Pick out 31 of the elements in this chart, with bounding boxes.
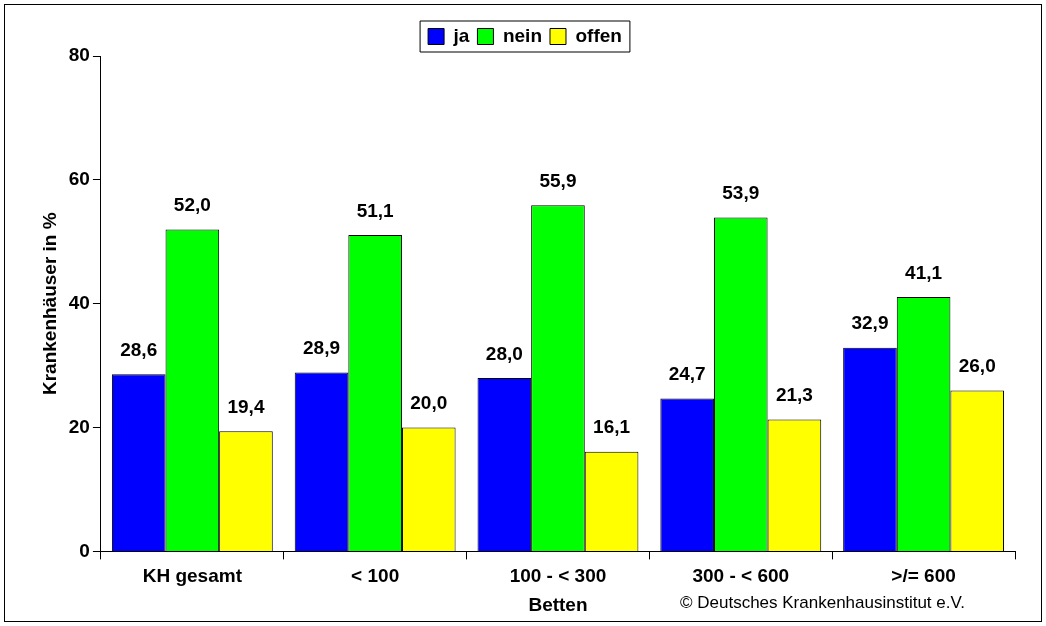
y-tick-label: 60: [68, 168, 90, 190]
legend-label: nein: [502, 24, 542, 46]
y-tick-label: 80: [68, 44, 90, 66]
data-label: 52,0: [173, 194, 211, 216]
y-tick-label: 40: [68, 291, 90, 313]
data-label: 26,0: [958, 355, 996, 377]
data-label: 16,1: [593, 416, 631, 438]
data-label: 20,0: [410, 392, 448, 414]
legend-label: offen: [575, 24, 622, 46]
data-label: 55,9: [539, 169, 577, 191]
x-tick-label: 300 - < 600: [692, 565, 790, 587]
data-label: 19,4: [227, 396, 265, 417]
x-tick-label: < 100: [351, 565, 400, 587]
x-tick-label: KH gesamt: [142, 565, 243, 587]
data-label: 24,7: [668, 363, 706, 385]
data-label: 51,1: [356, 199, 395, 221]
x-axis-title: Betten: [528, 593, 588, 615]
data-label: 28,6: [120, 339, 158, 361]
y-tick-label: 20: [68, 415, 90, 437]
data-label: 41,1: [905, 261, 943, 283]
text: © Deutsches Krankenhausinstitut e.V.: [679, 593, 965, 612]
data-label: 53,9: [722, 182, 760, 204]
x-tick-label: >/= 600: [891, 565, 956, 587]
legend-label: ja: [452, 24, 470, 46]
data-label: 21,3: [775, 384, 813, 406]
data-label: 28,0: [485, 342, 523, 364]
data-label: 28,9: [303, 337, 341, 359]
y-axis-title: Krankenhäuser in %: [38, 212, 60, 396]
y-tick-label: 0: [79, 539, 90, 561]
data-label: 32,9: [851, 312, 889, 334]
x-tick-label: 100 - < 300: [509, 565, 607, 587]
